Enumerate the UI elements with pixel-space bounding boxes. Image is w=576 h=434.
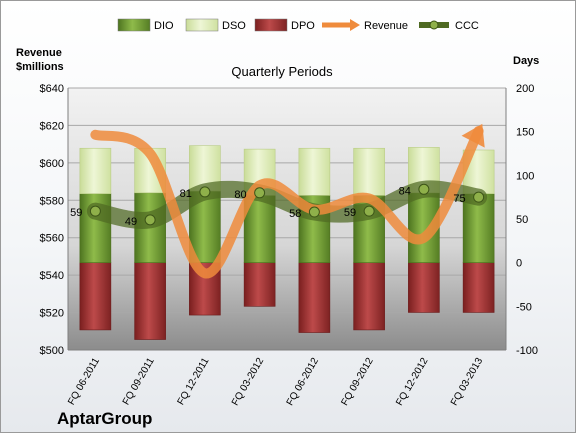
y-left-tick-label: $540 [40, 270, 64, 282]
bar-dpo [298, 262, 331, 333]
legend-item-dpo: DPO [254, 18, 315, 32]
ccc-point [144, 214, 156, 226]
bar-dpo [462, 262, 495, 313]
legend: DIO DSO DPO Revenue CCC [117, 18, 479, 32]
ccc-data-label: 80 [234, 189, 246, 201]
bar-dpo [408, 262, 440, 313]
y-left-tick-label: $520 [40, 308, 64, 320]
y-right-tick-label: 0 [516, 258, 522, 270]
ccc-point [254, 187, 266, 199]
y-left-axis-label: Revenue $millions [16, 47, 64, 73]
legend-label: Revenue [364, 20, 408, 32]
legend-swatch [185, 18, 219, 32]
legend-label: DSO [222, 20, 246, 32]
legend-label: DIO [154, 20, 174, 32]
y-left-tick-label: $600 [40, 158, 64, 170]
ccc-data-label: 59 [344, 207, 356, 219]
company-name: AptarGroup [57, 409, 152, 428]
x-tick-label: FQ 03-2013 [449, 356, 485, 408]
y-right-tick-label: -100 [516, 345, 538, 357]
axes [67, 88, 507, 351]
legend-marker [429, 20, 439, 30]
bar-dpo [353, 262, 385, 331]
bar-dso [298, 147, 331, 196]
revenue-arrowhead [461, 123, 485, 148]
y-right-tick-label: 200 [516, 83, 534, 95]
y-right-tick-label: -50 [516, 301, 532, 313]
legend-label: CCC [455, 20, 479, 32]
y-left-tick-label: $580 [40, 195, 64, 207]
ccc-data-label: 49 [125, 216, 137, 228]
ccc-data-label: 81 [180, 188, 192, 200]
y-right-tick-label: 150 [516, 127, 534, 139]
ccc-point [473, 191, 485, 203]
x-tick-label: FQ 06-2011 [66, 356, 102, 407]
y-right-tick-label: 100 [516, 170, 534, 182]
x-tick-label: FQ 12-2012 [394, 356, 430, 408]
y-left-tick-label: $640 [40, 83, 64, 95]
legend-arrow [350, 19, 360, 31]
lines: 59 49 81 80 58 59 84 75 [70, 123, 488, 279]
y-left-tick-label: $500 [40, 345, 64, 357]
y-right-tick-label: 50 [516, 214, 528, 226]
legend-item-dio: DIO [117, 18, 174, 32]
x-tick-label: FQ 03-2012 [230, 356, 266, 408]
ccc-data-label: 75 [453, 193, 465, 205]
ccc-point [418, 183, 430, 195]
bar-dpo [79, 262, 112, 331]
chart-title: Quarterly Periods [231, 64, 333, 79]
x-tick-label: FQ 06-2012 [285, 356, 321, 408]
y-left-tick-label: $620 [40, 120, 64, 132]
x-tick-label: FQ 09-2011 [121, 356, 157, 407]
x-tick-label: FQ 12-2011 [176, 356, 212, 407]
ccc-data-label: 58 [289, 208, 301, 220]
x-tick-label: FQ 09-2012 [340, 356, 376, 408]
legend-swatch [117, 18, 151, 32]
y-right-axis-label: Days [513, 55, 539, 67]
legend-item-ccc: CCC [419, 20, 479, 32]
y-left-tick-label: $560 [40, 233, 64, 245]
ccc-point [363, 205, 375, 217]
ccc-data-label: 59 [70, 207, 82, 219]
bar-dso [353, 147, 385, 196]
ccc-point [308, 206, 320, 218]
legend-label: DPO [291, 20, 315, 32]
bar-dso [79, 147, 112, 194]
ccc-data-label: 84 [399, 185, 411, 197]
bar-dpo [243, 262, 276, 307]
legend-swatch [254, 18, 288, 32]
legend-item-dso: DSO [185, 18, 246, 32]
ccc-point [199, 186, 211, 198]
bar-dpo [134, 262, 166, 340]
legend-item-revenue: Revenue [322, 19, 408, 32]
series-line-revenue [90, 126, 484, 279]
ccc-point [89, 205, 101, 217]
